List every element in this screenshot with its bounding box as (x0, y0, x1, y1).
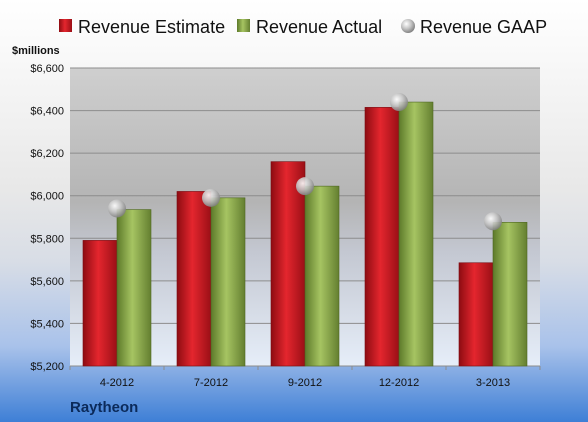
legend-item-actual: Revenue Actual (237, 17, 382, 37)
legend-label-actual: Revenue Actual (256, 17, 382, 37)
bar-revenue-estimate (270, 161, 306, 367)
y-axis-ticks: $5,200 $5,400 $5,600 $5,800 $6,000 $6,200 $6,4… (30, 63, 64, 373)
y-tick-label: $5,800 (30, 233, 64, 245)
bar-revenue-actual (304, 185, 340, 367)
y-tick-label: $6,000 (30, 191, 64, 203)
bar-revenue-estimate (82, 240, 118, 367)
marker-revenue-gaap (390, 93, 408, 112)
x-tick-label: 12-2012 (379, 377, 419, 389)
marker-revenue-gaap (202, 188, 220, 207)
marker-revenue-gaap (108, 199, 126, 218)
x-tick-label: 9-2012 (288, 377, 322, 389)
y-axis-unit-label: $millions (12, 45, 60, 57)
y-tick-label: $6,200 (30, 148, 64, 160)
y-tick-label: $5,400 (30, 318, 64, 330)
bar-revenue-estimate (176, 191, 212, 367)
legend-swatch-gaap (401, 19, 415, 33)
x-tick-label: 7-2012 (194, 377, 228, 389)
gaap-marker-layer (108, 93, 502, 231)
bar-revenue-estimate (458, 262, 494, 367)
y-tick-label: $5,200 (30, 361, 64, 373)
marker-revenue-gaap (296, 177, 314, 196)
bar-layer (82, 101, 528, 367)
x-axis-ticks: 4-2012 7-2012 9-2012 12-2012 3-2013 (69, 366, 541, 389)
bar-revenue-estimate (364, 107, 400, 367)
bar-revenue-actual (398, 101, 434, 367)
y-tick-label: $6,600 (30, 63, 64, 75)
x-tick-label: 3-2013 (476, 377, 510, 389)
legend-item-gaap: Revenue GAAP (401, 17, 547, 37)
legend-item-estimate: Revenue Estimate (59, 17, 225, 37)
bar-revenue-actual (210, 197, 246, 367)
y-tick-label: $5,600 (30, 276, 64, 288)
y-tick-label: $6,400 (30, 106, 64, 118)
legend-label-gaap: Revenue GAAP (420, 17, 547, 37)
legend-swatch-actual (237, 19, 250, 32)
bar-revenue-actual (116, 209, 152, 367)
x-tick-label: 4-2012 (100, 377, 134, 389)
legend-label-estimate: Revenue Estimate (78, 17, 225, 37)
legend-swatch-estimate (59, 19, 72, 32)
company-name: Raytheon (70, 399, 138, 416)
marker-revenue-gaap (484, 212, 502, 231)
bar-revenue-actual (492, 222, 528, 367)
legend: Revenue Estimate Revenue Actual Revenue … (59, 17, 547, 37)
